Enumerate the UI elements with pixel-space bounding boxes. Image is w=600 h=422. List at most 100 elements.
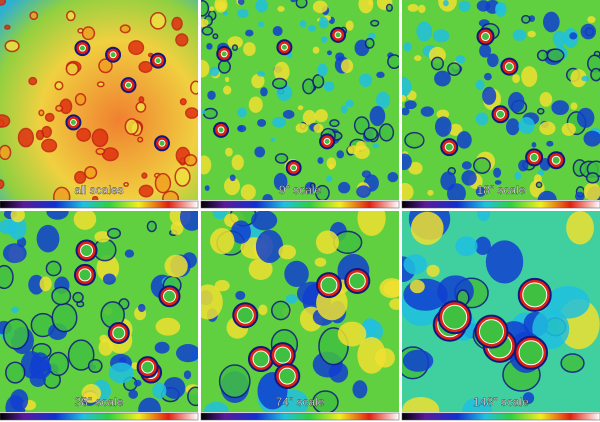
map-blob (175, 33, 189, 47)
map-blob (475, 112, 489, 126)
map-blob (347, 145, 360, 154)
map-blob (402, 397, 440, 412)
map-blob (560, 353, 585, 373)
map-blob (10, 389, 29, 411)
map-blob (201, 26, 214, 36)
source-core (78, 268, 92, 282)
map-blob (317, 157, 324, 164)
source-core (124, 81, 132, 89)
map-blob (409, 279, 425, 294)
map-blob (201, 284, 223, 320)
map-blob (138, 96, 145, 104)
map-blob (518, 117, 535, 135)
map-blob (119, 24, 131, 34)
map-blob (461, 161, 472, 170)
map-blob (227, 36, 243, 49)
map-blob (455, 55, 466, 64)
map-blob (512, 29, 527, 41)
map-blob (357, 336, 386, 374)
map-blob (295, 123, 309, 134)
map-blob (314, 109, 328, 123)
map-blob (315, 230, 339, 255)
map-blob (583, 130, 600, 147)
map-blob (218, 364, 251, 399)
map-blob (237, 0, 245, 5)
map-blob (337, 181, 351, 194)
map-blob (258, 304, 268, 316)
map-blob (418, 4, 426, 14)
map-blob (485, 240, 524, 284)
map-blob (0, 219, 18, 235)
source-core (442, 304, 468, 330)
map-blob (535, 181, 543, 189)
map-blob (179, 211, 198, 231)
map-blob (569, 32, 578, 40)
map-blob (271, 300, 291, 321)
map-blob (201, 109, 206, 114)
map-blob (225, 147, 233, 157)
map-blob (462, 397, 493, 412)
map-blob (475, 186, 486, 197)
map-blob (387, 172, 399, 183)
map-blob (54, 81, 64, 91)
map-blob (387, 54, 399, 70)
map-blob (545, 286, 590, 319)
map-blob (201, 155, 212, 175)
map-blob (328, 163, 334, 170)
map-blob (184, 107, 198, 119)
map-blob (539, 121, 556, 136)
map-blob (487, 53, 499, 68)
map-blob (209, 66, 220, 77)
map-blob (327, 50, 333, 56)
map-blob (235, 290, 246, 300)
map-blob (98, 338, 114, 356)
map-blob (476, 211, 491, 222)
map-blob (320, 36, 328, 43)
map-blob (566, 211, 594, 245)
map-blob (493, 167, 502, 178)
map-blob (512, 74, 520, 84)
map-blob (402, 107, 410, 116)
map-blob (440, 171, 456, 191)
map-blob (135, 101, 147, 113)
map-blob (16, 236, 27, 248)
map-blob (570, 102, 578, 111)
map-blob (430, 56, 444, 71)
map-blob (514, 171, 522, 180)
map-blob (237, 8, 249, 18)
map-blob (551, 100, 569, 115)
scale-label: 148" scale (473, 395, 529, 409)
map-blob (201, 18, 209, 28)
map-blob (41, 138, 58, 153)
map-blob (47, 351, 70, 377)
source-core (109, 51, 117, 59)
map-background (0, 0, 198, 200)
map-blob (73, 211, 97, 230)
map-blob (35, 129, 45, 141)
colorbar (401, 412, 600, 421)
map-blob (561, 122, 576, 136)
map-blob (222, 11, 228, 16)
map-blob (2, 318, 30, 350)
map-blob (580, 23, 597, 40)
map-blob (133, 379, 142, 387)
map-blob (410, 211, 444, 245)
map-blob (583, 182, 600, 200)
map-blob (260, 87, 268, 97)
source-core (504, 62, 514, 72)
map-blob (39, 276, 52, 292)
map-blob (224, 177, 241, 196)
map-blob (108, 362, 134, 384)
map-blob (212, 211, 228, 220)
map-blob (495, 2, 507, 17)
map-blob (531, 142, 537, 148)
map-blob (345, 20, 354, 31)
source-core (69, 118, 77, 126)
map-blob (251, 211, 278, 231)
map-blob (416, 21, 433, 42)
map-blob (285, 294, 298, 304)
map-blob (404, 100, 417, 110)
colorbar (0, 200, 199, 209)
map-blob (587, 16, 596, 24)
